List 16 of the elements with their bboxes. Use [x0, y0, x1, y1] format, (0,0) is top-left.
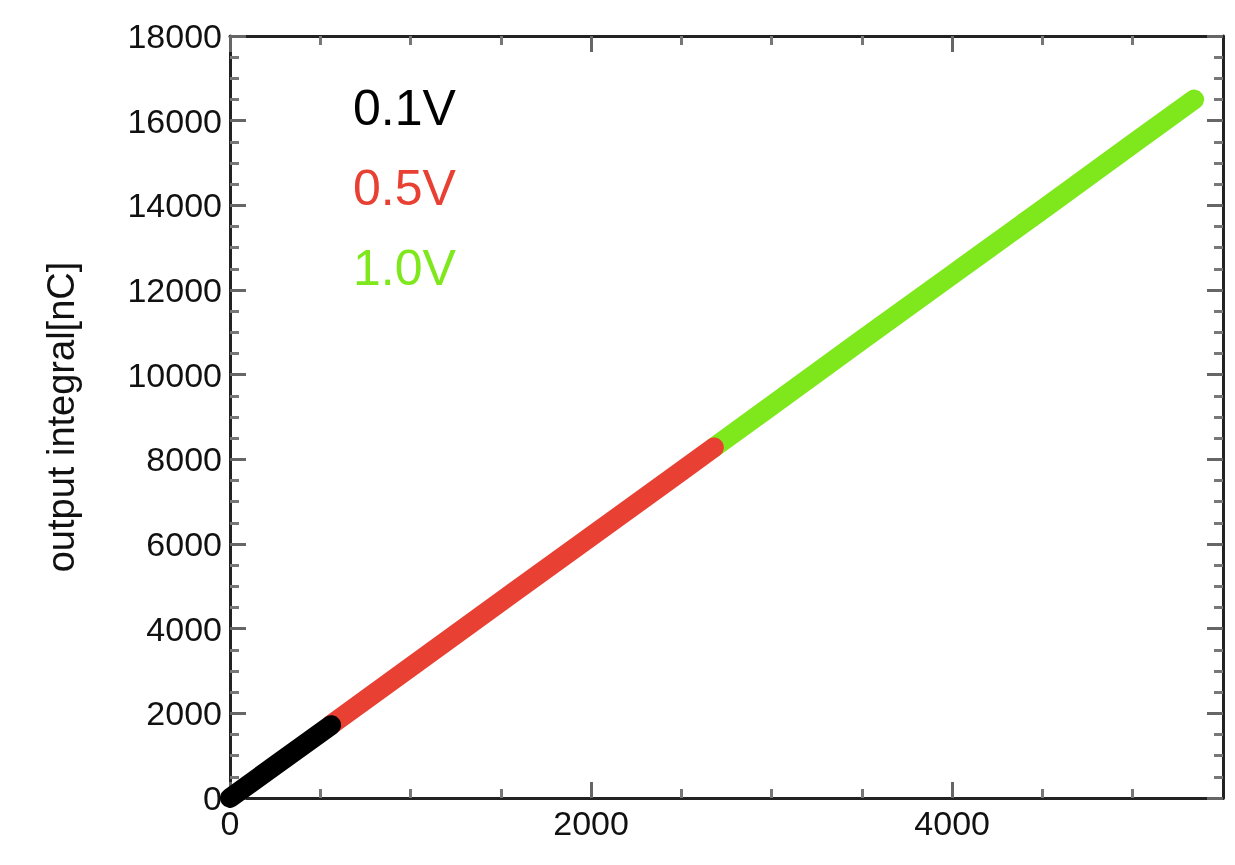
y-tick-label: 12000 [127, 271, 222, 309]
text: 0.5V [353, 160, 457, 216]
y-tick-label: 0 [203, 779, 222, 817]
text: 1.0V [353, 240, 457, 296]
y-tick-label: 18000 [127, 17, 222, 55]
y-tick-label: 2000 [146, 694, 222, 733]
x-tick-label: 4000 [914, 804, 990, 842]
y-tick-label: 10000 [127, 355, 222, 394]
y-tick-label: 16000 [127, 101, 222, 140]
y-tick-label: 6000 [146, 525, 222, 563]
y-tick-label: 14000 [127, 186, 222, 225]
y-tick-label: 4000 [146, 609, 222, 648]
y-tick-label: 8000 [146, 440, 222, 479]
text: 0.1V [353, 80, 457, 136]
x-tick-label: 2000 [553, 804, 629, 842]
y-axis-title: output integral[nC] [40, 261, 82, 573]
